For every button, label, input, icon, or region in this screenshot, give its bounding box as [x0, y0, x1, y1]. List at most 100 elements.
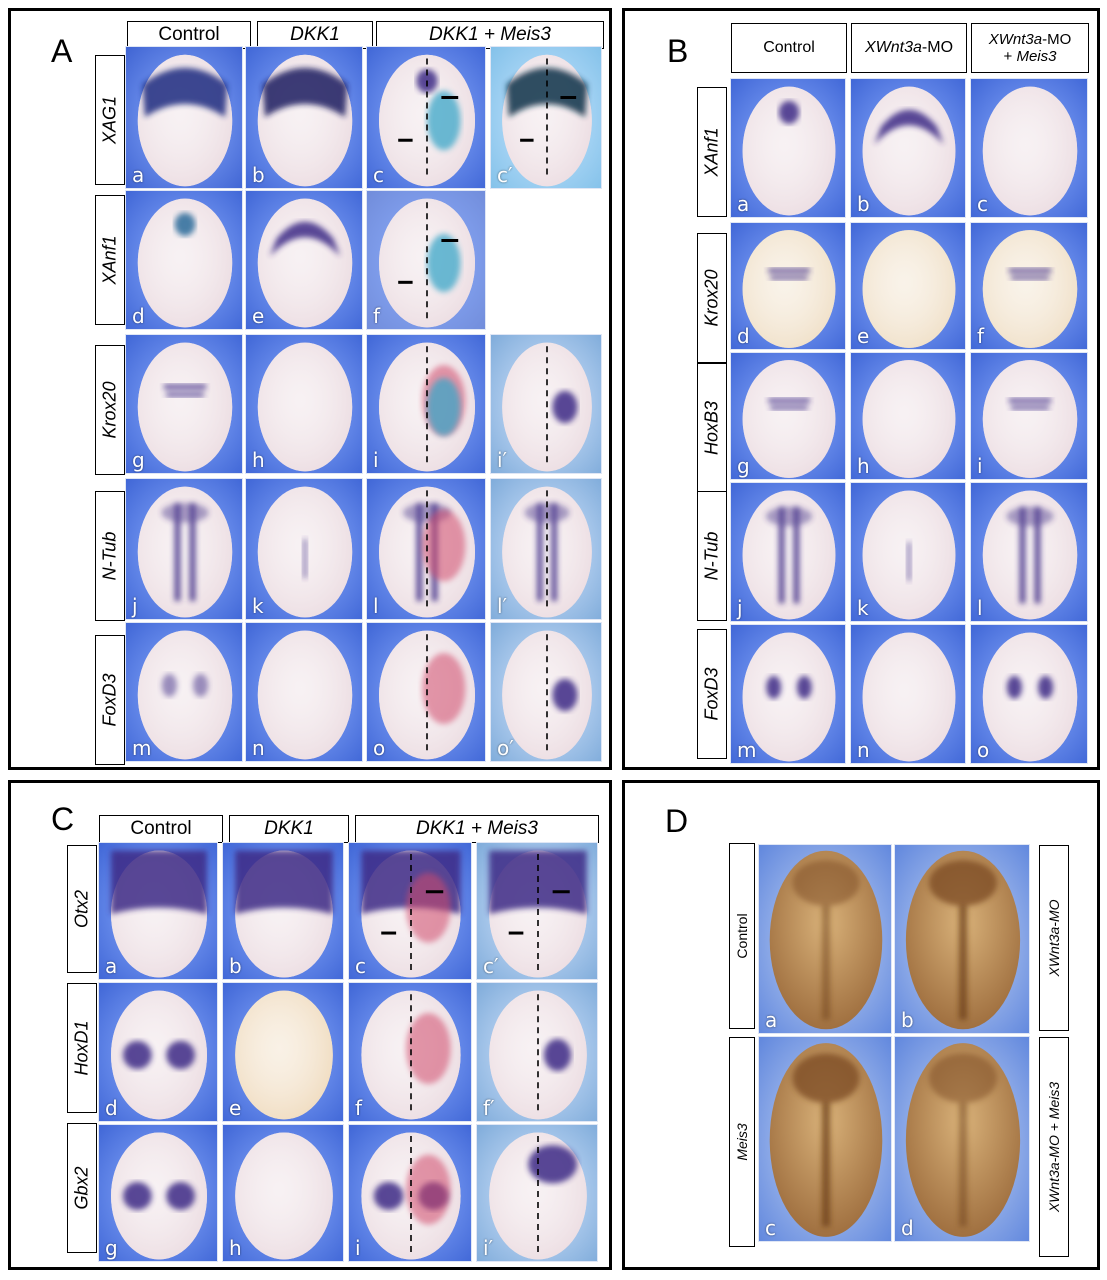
subpanel-label: i′	[483, 1236, 494, 1260]
embryo-image: a	[125, 46, 243, 189]
panel-letter: C	[51, 801, 75, 837]
embryo-image: e	[222, 982, 344, 1122]
embryo-image: f	[970, 222, 1088, 350]
row-label: Krox20	[697, 233, 727, 363]
column-header-dkk1-meis3: DKK1 + Meis3	[376, 21, 604, 49]
subpanel-label: e	[857, 324, 870, 348]
subpanel-label: n	[252, 736, 265, 760]
row-label: XAnf1	[95, 195, 125, 325]
embryo-image: h	[245, 334, 363, 474]
embryo-image: j	[730, 482, 846, 622]
row-label: Control	[729, 843, 755, 1029]
subpanel-label: f	[355, 1096, 363, 1120]
row-label: Gbx2	[67, 1123, 97, 1253]
subpanel-label: o′	[497, 736, 514, 760]
column-header-xwnt3a-mo-meis3: XWnt3a-MO + Meis3	[971, 23, 1089, 73]
subpanel-label: b	[901, 1008, 914, 1032]
embryo-image: a	[758, 844, 892, 1034]
embryo-image: f′	[476, 982, 598, 1122]
subpanel-label: a	[737, 192, 750, 216]
embryo-image: o′	[490, 622, 602, 762]
embryo-image: l′	[490, 478, 602, 620]
embryo-image: c′	[476, 842, 598, 980]
embryo-image: m	[125, 622, 243, 762]
subpanel-label: g	[105, 1236, 118, 1260]
column-header-dkk1: DKK1	[229, 815, 349, 843]
subpanel-label: h	[252, 448, 265, 472]
embryo-image: f	[366, 190, 486, 330]
row-label: XAG1	[95, 55, 125, 185]
column-header-dkk1-meis3: DKK1 + Meis3	[355, 815, 599, 843]
subpanel-label: d	[737, 324, 750, 348]
subpanel-label: i	[355, 1236, 361, 1260]
panel-letter: A	[51, 33, 73, 69]
row-label: HoxD1	[67, 983, 97, 1113]
row-label: Otx2	[67, 845, 97, 973]
panel-letter: D	[665, 803, 689, 839]
subpanel-label: b	[229, 954, 242, 978]
subpanel-label: m	[737, 738, 757, 762]
subpanel-label: h	[857, 454, 870, 478]
embryo-image: o	[366, 622, 486, 762]
subpanel-label: j	[737, 596, 743, 620]
column-header-dkk1: DKK1	[257, 21, 373, 49]
subpanel-label: d	[105, 1096, 118, 1120]
subpanel-label: a	[765, 1008, 778, 1032]
subpanel-label: c	[355, 954, 366, 978]
embryo-image: g	[98, 1124, 218, 1262]
subpanel-label: g	[132, 448, 145, 472]
embryo-image: a	[98, 842, 218, 980]
subpanel-label: c	[373, 163, 384, 187]
embryo-image: i	[970, 352, 1088, 480]
embryo-image: i	[348, 1124, 472, 1262]
embryo-image: c	[366, 46, 486, 189]
subpanel-label: h	[229, 1236, 242, 1260]
embryo-image: i′	[476, 1124, 598, 1262]
embryo-image: d	[894, 1036, 1030, 1242]
column-header-control: Control	[127, 21, 251, 49]
row-label: FoxD3	[95, 635, 125, 765]
embryo-image: l	[970, 482, 1088, 622]
subpanel-label: l	[373, 594, 379, 618]
subpanel-label: c′	[497, 163, 513, 187]
embryo-image: e	[850, 222, 966, 350]
embryo-image: n	[850, 624, 966, 764]
embryo-image: b	[245, 46, 363, 189]
subpanel-label: c	[977, 192, 988, 216]
subpanel-label: f	[977, 324, 985, 348]
subpanel-label: c′	[483, 954, 499, 978]
embryo-image: c	[970, 78, 1088, 218]
embryo-image: d	[98, 982, 218, 1122]
panel-letter: B	[667, 33, 689, 69]
subpanel-label: l′	[497, 594, 508, 618]
embryo-image: b	[894, 844, 1030, 1034]
embryo-image: h	[222, 1124, 344, 1262]
subpanel-label: l	[977, 596, 983, 620]
row-label: XAnf1	[697, 87, 727, 217]
subpanel-label: a	[132, 163, 145, 187]
subpanel-label: k	[857, 596, 869, 620]
subpanel-label: m	[132, 736, 152, 760]
column-header-control: Control	[99, 815, 223, 843]
embryo-image: i′	[490, 334, 602, 474]
embryo-image: l	[366, 478, 486, 620]
subpanel-label: o	[373, 736, 386, 760]
subpanel-label: o	[977, 738, 990, 762]
embryo-image: c	[348, 842, 472, 980]
embryo-image: k	[850, 482, 966, 622]
row-label: XWnt3a-MO	[1039, 845, 1069, 1031]
subpanel-label: a	[105, 954, 118, 978]
embryo-image: j	[125, 478, 243, 620]
embryo-image: n	[245, 622, 363, 762]
row-label: N-Tub	[95, 491, 125, 621]
row-label: Krox20	[95, 345, 125, 475]
subpanel-label: i	[373, 448, 379, 472]
row-label: HoxB3	[697, 363, 727, 493]
embryo-image: o	[970, 624, 1088, 764]
embryo-image: c	[758, 1036, 892, 1242]
subpanel-label: b	[252, 163, 265, 187]
embryo-image: f	[348, 982, 472, 1122]
subpanel-label: d	[132, 304, 145, 328]
row-label: XWnt3a-MO + Meis3	[1039, 1037, 1069, 1257]
subpanel-label: f′	[483, 1096, 495, 1120]
